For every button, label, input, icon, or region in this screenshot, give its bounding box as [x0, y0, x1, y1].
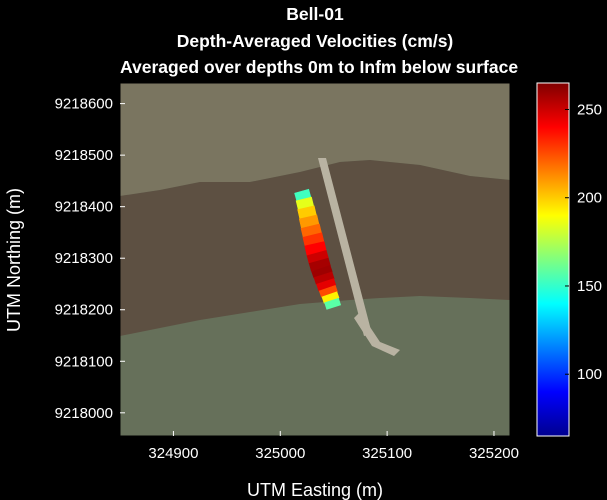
- chart-title: Bell-01: [286, 4, 344, 24]
- velocity-segment: [324, 297, 342, 310]
- colorbar-axis: 100 150 200 250: [565, 101, 602, 383]
- velocity-transect: [294, 188, 342, 310]
- y-tick-label: 9218600: [55, 96, 113, 113]
- x-tick-label: 325200: [469, 445, 519, 462]
- velocity-segment: [321, 291, 340, 304]
- y-axis-label: UTM Northing (m): [4, 188, 24, 332]
- x-axis-label: UTM Easting (m): [247, 480, 383, 500]
- colorbar-tick-label: 150: [577, 278, 602, 295]
- bridge-ramp: [354, 312, 400, 356]
- y-tick-label: 9218000: [55, 405, 113, 422]
- x-tick-label: 325100: [362, 445, 412, 462]
- y-tick-label: 9218400: [55, 199, 113, 216]
- colorbar: [536, 82, 570, 437]
- plot-frame: [119, 82, 511, 437]
- colorbar-tick-label: 100: [577, 366, 602, 383]
- bridge: [318, 158, 372, 336]
- chart-subtitle: Depth-Averaged Velocities (cm/s): [176, 31, 454, 51]
- colorbar-tick-label: 250: [577, 101, 602, 118]
- y-tick-label: 9218200: [55, 302, 113, 319]
- velocity-segment: [316, 278, 337, 292]
- velocity-segment: [311, 264, 333, 279]
- y-tick-label: 9218500: [55, 147, 113, 164]
- north-bank-town: [120, 83, 510, 196]
- chart-subtitle-2: Averaged over depths 0m to Infm below su…: [120, 57, 519, 77]
- velocity-segment: [313, 271, 335, 285]
- velocity-segment: [318, 284, 338, 298]
- x-tick-label: 324900: [148, 445, 198, 462]
- y-axis: 9218000 9218100 9218200 9218300 9218400 92185…: [55, 96, 125, 422]
- colorbar-tick-label: 200: [577, 190, 602, 207]
- y-tick-label: 9218300: [55, 250, 113, 267]
- y-tick-label: 9218100: [55, 353, 113, 370]
- x-tick-label: 325000: [255, 445, 305, 462]
- x-axis: 324900 325000 325100 325200: [148, 431, 519, 462]
